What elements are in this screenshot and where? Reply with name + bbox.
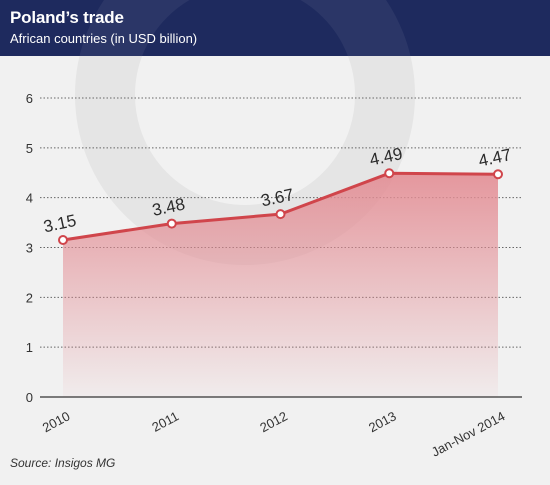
data-label: 3.15 (42, 211, 78, 236)
chart-subtitle: African countries (in USD billion) (10, 31, 198, 46)
data-point (275, 209, 286, 220)
y-tick-label: 3 (26, 241, 33, 256)
x-tick-label: 2012 (257, 408, 290, 435)
chart-title: Poland’s trade (10, 8, 124, 27)
y-tick-label: 4 (26, 191, 33, 206)
data-point (493, 169, 503, 180)
y-tick-label: 0 (26, 390, 33, 405)
y-tick-label: 5 (26, 141, 33, 156)
x-tick-label: 2013 (366, 408, 399, 435)
data-point (384, 168, 395, 179)
x-tick-label: 2011 (149, 408, 181, 434)
x-tick-label: 2010 (40, 408, 73, 435)
data-point (166, 218, 177, 229)
data-point (58, 235, 68, 246)
y-tick-label: 2 (26, 290, 33, 305)
area-layer (63, 173, 498, 397)
data-label: 4.47 (477, 145, 513, 170)
line-layer (58, 168, 503, 246)
chart-header: Poland’s trade African countries (in USD… (0, 0, 550, 56)
x-tick-label: Jan-Nov 2014 (429, 408, 508, 459)
y-tick-label: 6 (26, 91, 33, 106)
area-fill (63, 173, 498, 397)
y-tick-label: 1 (26, 340, 33, 355)
source-note: Source: Insigos MG (10, 456, 116, 470)
